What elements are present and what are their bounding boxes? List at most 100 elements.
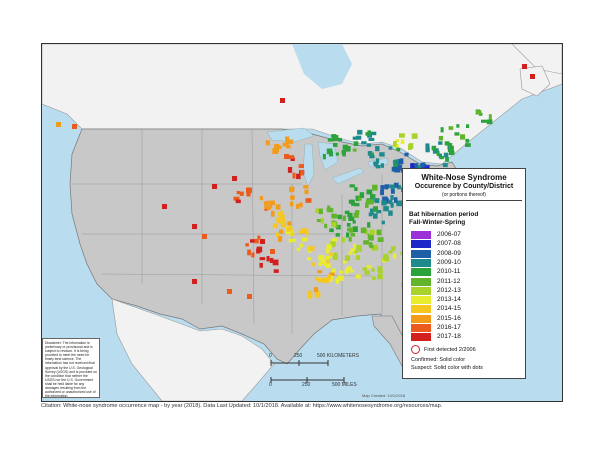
legend-item: 2006-07 xyxy=(411,231,521,240)
occurrence-county xyxy=(259,262,263,268)
occurrence-county xyxy=(342,150,346,157)
occurrence-county xyxy=(368,242,373,248)
occurrence-county xyxy=(475,110,482,115)
occurrence-county xyxy=(256,248,261,254)
scale-mi-0: 0 xyxy=(269,382,272,388)
occurrence-county xyxy=(72,124,77,129)
occurrence-county xyxy=(375,158,380,164)
legend-swatch xyxy=(411,249,431,258)
scale-km-500: 500 KILOMETERS xyxy=(317,353,359,359)
state-borders xyxy=(72,128,383,334)
occurrence-county xyxy=(332,255,338,260)
occurrence-county xyxy=(353,212,359,218)
legend-swatch xyxy=(411,240,431,249)
legend-subtitle: Occurence by County/District xyxy=(414,183,514,190)
occurrence-county xyxy=(465,143,471,147)
occurrence-county xyxy=(192,224,197,229)
occurrence-county xyxy=(376,229,382,236)
occurrence-county xyxy=(408,144,412,150)
occurrence-county xyxy=(300,228,307,234)
occurrence-county xyxy=(354,187,358,191)
occurrence-county xyxy=(448,143,453,149)
occurrence-county xyxy=(271,210,275,217)
occurrence-county xyxy=(308,245,315,251)
legend-label: 2016-17 xyxy=(437,324,461,331)
legend-item: 2016-17 xyxy=(411,324,521,333)
occurrence-county xyxy=(257,235,261,240)
occurrence-county xyxy=(352,148,357,152)
occurrence-county xyxy=(347,212,353,218)
occurrence-county xyxy=(367,222,371,228)
occurrence-county xyxy=(315,208,319,213)
legend-period-line2: Fall-Winter-Spring xyxy=(409,219,466,226)
occurrence-county xyxy=(425,165,430,171)
legend-label: 2015-16 xyxy=(437,314,461,322)
occurrence-county xyxy=(353,141,359,146)
occurrence-county xyxy=(443,152,449,158)
occurrence-county xyxy=(227,289,232,294)
occurrence-county xyxy=(454,132,460,136)
occurrence-county xyxy=(266,256,270,262)
occurrence-county xyxy=(397,158,402,165)
legend-swatch xyxy=(411,314,431,323)
greenland-land xyxy=(511,44,562,75)
occurrence-county xyxy=(273,269,279,273)
occurrence-county xyxy=(292,238,297,242)
occurrence-county xyxy=(247,249,251,256)
occurrence-county xyxy=(390,195,394,200)
occurrence-county xyxy=(286,145,291,149)
occurrence-county xyxy=(362,267,368,271)
occurrence-county xyxy=(277,211,281,216)
occurrence-county xyxy=(263,201,269,206)
legend-label: 2011-12 xyxy=(437,277,461,285)
occurrence-county xyxy=(287,221,292,226)
occurrence-county xyxy=(371,244,378,251)
occurrence-county xyxy=(355,195,360,202)
occurrence-county xyxy=(202,234,207,239)
occurrence-county xyxy=(350,269,354,273)
occurrence-county xyxy=(320,259,326,264)
legend-item: 2015-16 xyxy=(411,314,521,324)
occurrence-county xyxy=(388,250,393,254)
legend-swatch xyxy=(411,305,431,314)
occurrence-county xyxy=(364,270,370,275)
occurrence-county xyxy=(369,208,374,212)
occurrence-county xyxy=(288,238,293,243)
legend-item: 2008-09 xyxy=(411,249,521,259)
occurrence-county xyxy=(260,239,265,244)
occurrence-county xyxy=(367,151,373,156)
first-detected-entry: First detected 2/2006 xyxy=(411,345,476,354)
occurrence-county xyxy=(372,184,378,191)
scale-bar-graphic xyxy=(270,360,345,383)
occurrence-county xyxy=(369,155,375,159)
lake-huron xyxy=(317,141,339,171)
occurrence-county xyxy=(269,203,273,209)
occurrence-county xyxy=(305,230,309,236)
confirmed-note: Confirmed: Solid color xyxy=(411,357,466,363)
occurrence-county xyxy=(272,148,278,154)
occurrence-county xyxy=(342,215,346,221)
legend-item: 2009-10 xyxy=(411,258,521,268)
legend-swatch xyxy=(411,333,431,342)
occurrence-county xyxy=(331,238,338,242)
occurrence-county xyxy=(393,166,399,173)
occurrence-county xyxy=(317,278,323,283)
occurrence-county xyxy=(380,189,384,196)
occurrence-county xyxy=(393,141,397,147)
occurrence-county xyxy=(348,251,352,255)
occurrence-county xyxy=(400,139,405,144)
occurrence-county xyxy=(265,140,270,146)
occurrence-county xyxy=(315,294,320,298)
occurrence-county xyxy=(326,148,333,155)
occurrence-county xyxy=(448,150,455,156)
occurrence-county xyxy=(333,143,338,147)
occurrence-county xyxy=(335,134,339,141)
legend-label: 2010-11 xyxy=(437,268,461,276)
occurrence-county xyxy=(411,133,418,139)
occurrence-county xyxy=(274,144,279,149)
occurrence-county xyxy=(372,276,376,281)
occurrence-county xyxy=(440,127,444,133)
occurrence-county xyxy=(370,152,374,157)
occurrence-county xyxy=(299,202,303,208)
occurrence-county xyxy=(466,124,470,128)
